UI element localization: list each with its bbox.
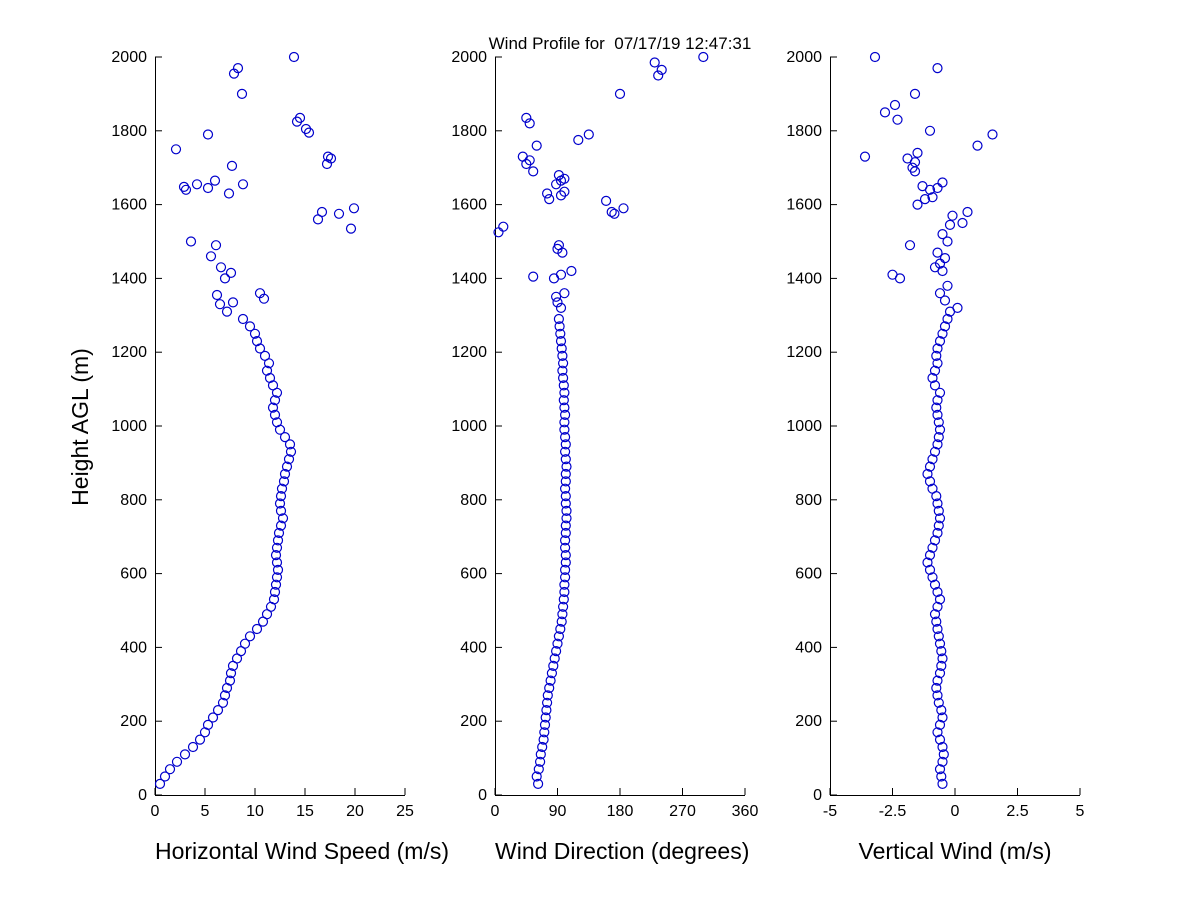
svg-text:800: 800 [120,492,147,509]
svg-text:25: 25 [396,803,414,820]
svg-text:1000: 1000 [111,418,147,435]
x-axis-label-direction: Wind Direction (degrees) [495,838,750,864]
wind-direction-plot: 0 90 180 270 360 0 200 400 600 800 1000 1200 1400 160… [451,49,759,820]
svg-text:800: 800 [460,492,487,509]
svg-text:360: 360 [732,803,759,820]
y-axis-label: Height AGL (m) [67,348,93,506]
svg-text:1400: 1400 [451,270,487,287]
svg-text:0: 0 [813,787,822,804]
svg-text:200: 200 [460,713,487,730]
svg-text:600: 600 [795,566,822,583]
svg-text:2000: 2000 [451,49,487,66]
svg-text:1400: 1400 [786,270,822,287]
chart-wind-direction: 0 90 180 270 360 0 200 400 600 800 1000 1200 1400 160… [435,45,759,885]
svg-text:1200: 1200 [111,344,147,361]
svg-text:600: 600 [120,566,147,583]
svg-text:1200: 1200 [786,344,822,361]
chart-title: Wind Profile for 07/17/19 12:47:31 [488,34,752,53]
svg-text:180: 180 [607,803,634,820]
svg-text:1800: 1800 [451,123,487,140]
svg-text:0: 0 [138,787,147,804]
svg-text:5: 5 [201,803,210,820]
svg-text:1600: 1600 [451,197,487,214]
svg-text:2000: 2000 [786,49,822,66]
horizontal-wind-speed-plot: 0 5 10 15 20 25 0 200 400 600 800 1000 1200 1400 1600 1… [111,49,414,820]
x-axis-label-speed: Horizontal Wind Speed (m/s) [155,838,449,864]
svg-text:0: 0 [951,803,960,820]
svg-text:1000: 1000 [451,418,487,435]
svg-text:600: 600 [460,566,487,583]
svg-text:270: 270 [669,803,696,820]
svg-text:5: 5 [1076,803,1085,820]
svg-text:-5: -5 [823,803,837,820]
svg-text:15: 15 [296,803,314,820]
svg-text:400: 400 [120,639,147,656]
svg-text:200: 200 [795,713,822,730]
svg-text:1200: 1200 [451,344,487,361]
svg-text:0: 0 [151,803,160,820]
svg-text:10: 10 [246,803,264,820]
svg-text:2000: 2000 [111,49,147,66]
svg-text:20: 20 [346,803,364,820]
svg-text:1600: 1600 [786,197,822,214]
svg-text:0: 0 [491,803,500,820]
svg-text:90: 90 [549,803,567,820]
svg-text:400: 400 [795,639,822,656]
svg-text:0: 0 [478,787,487,804]
chart-horizontal-wind-speed: 0 5 10 15 20 25 0 200 400 600 800 1000 1200 1400 1600 1… [95,45,449,885]
svg-text:1400: 1400 [111,270,147,287]
svg-text:2.5: 2.5 [1006,803,1028,820]
svg-text:1600: 1600 [111,197,147,214]
vertical-wind-plot: -5 -2.5 0 2.5 5 0 200 400 600 800 1000 1200 1400 1600… [786,49,1085,820]
svg-text:1000: 1000 [786,418,822,435]
chart-vertical-wind: -5 -2.5 0 2.5 5 0 200 400 600 800 1000 1200 1400 1600… [770,45,1092,885]
svg-text:200: 200 [120,713,147,730]
svg-text:400: 400 [460,639,487,656]
svg-text:1800: 1800 [786,123,822,140]
x-axis-label-vertical: Vertical Wind (m/s) [858,838,1052,864]
svg-text:1800: 1800 [111,123,147,140]
svg-text:-2.5: -2.5 [879,803,907,820]
svg-text:800: 800 [795,492,822,509]
